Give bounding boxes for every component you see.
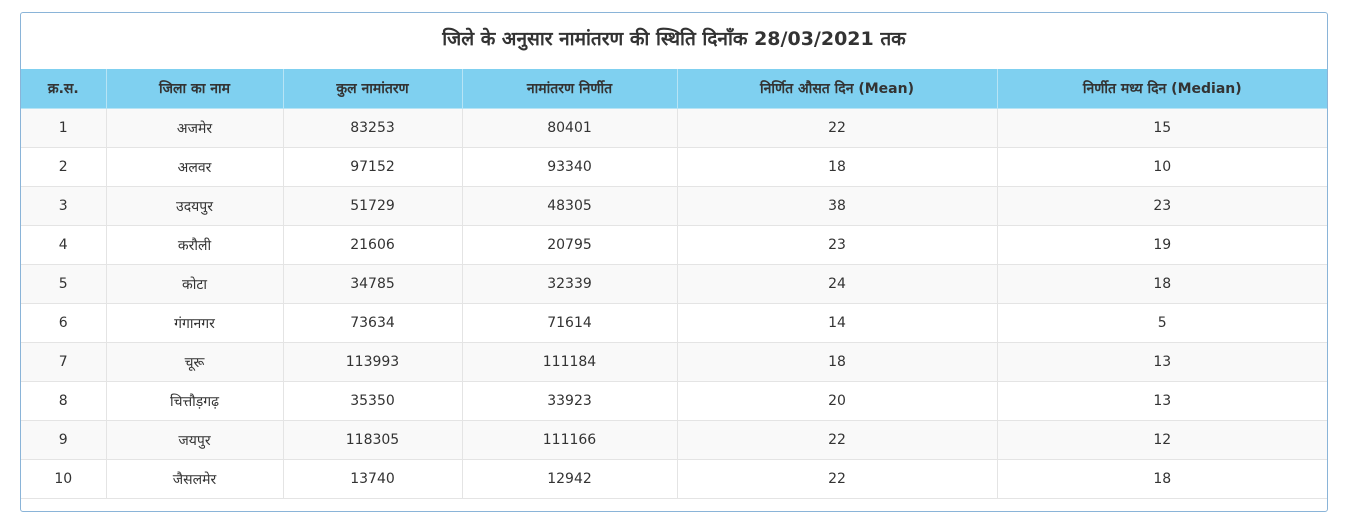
cell-mean-days: 22 bbox=[677, 108, 998, 148]
table-row: 8 चित्तौड़गढ़ 35350 33923 20 13 bbox=[21, 381, 1327, 421]
cell-mean-days: 38 bbox=[677, 186, 998, 226]
cell-total: 97152 bbox=[283, 147, 463, 187]
cell-median-days: 23 bbox=[997, 186, 1327, 226]
cell-serial: 7 bbox=[21, 342, 107, 382]
table-row: 1 अजमेर 83253 80401 22 15 bbox=[21, 108, 1327, 148]
table-row: 7 चूरू 113993 111184 18 13 bbox=[21, 342, 1327, 382]
table-body: 1 अजमेर 83253 80401 22 15 2 अलवर 97152 93340 18 10 3… bbox=[21, 108, 1327, 499]
cell-total: 34785 bbox=[283, 264, 463, 304]
cell-district: उदयपुर bbox=[106, 186, 284, 226]
table-row: 4 करौली 21606 20795 23 19 bbox=[21, 225, 1327, 265]
cell-district: अजमेर bbox=[106, 108, 284, 148]
cell-median-days: 15 bbox=[997, 108, 1327, 148]
cell-median-days: 18 bbox=[997, 264, 1327, 304]
header-serial: क्र.स. bbox=[21, 69, 107, 109]
cell-serial: 8 bbox=[21, 381, 107, 421]
cell-district: जैसलमेर bbox=[106, 459, 284, 499]
cell-district: गंगानगर bbox=[106, 303, 284, 343]
cell-mean-days: 23 bbox=[677, 225, 998, 265]
cell-serial: 3 bbox=[21, 186, 107, 226]
cell-total: 21606 bbox=[283, 225, 463, 265]
cell-decided: 71614 bbox=[462, 303, 678, 343]
cell-total: 51729 bbox=[283, 186, 463, 226]
cell-decided: 20795 bbox=[462, 225, 678, 265]
table-header-row: क्र.स. जिला का नाम कुल नामांतरण नामांतरण… bbox=[21, 69, 1327, 109]
cell-mean-days: 20 bbox=[677, 381, 998, 421]
cell-total: 113993 bbox=[283, 342, 463, 382]
cell-district: जयपुर bbox=[106, 420, 284, 460]
cell-serial: 1 bbox=[21, 108, 107, 148]
cell-decided: 32339 bbox=[462, 264, 678, 304]
header-total: कुल नामांतरण bbox=[283, 69, 463, 109]
table-row: 5 कोटा 34785 32339 24 18 bbox=[21, 264, 1327, 304]
page-title: जिले के अनुसार नामांतरण की स्थिति दिनाँक… bbox=[442, 28, 906, 50]
header-median-days: निर्णीत मध्य दिन (Median) bbox=[997, 69, 1327, 109]
cell-district: अलवर bbox=[106, 147, 284, 187]
cell-district: कोटा bbox=[106, 264, 284, 304]
cell-decided: 111184 bbox=[462, 342, 678, 382]
header-mean-days: निर्णित औसत दिन (Mean) bbox=[677, 69, 998, 109]
cell-median-days: 18 bbox=[997, 459, 1327, 499]
cell-mean-days: 18 bbox=[677, 147, 998, 187]
cell-decided: 111166 bbox=[462, 420, 678, 460]
cell-total: 83253 bbox=[283, 108, 463, 148]
table-row: 3 उदयपुर 51729 48305 38 23 bbox=[21, 186, 1327, 226]
cell-decided: 93340 bbox=[462, 147, 678, 187]
cell-mean-days: 24 bbox=[677, 264, 998, 304]
cell-serial: 2 bbox=[21, 147, 107, 187]
cell-mean-days: 14 bbox=[677, 303, 998, 343]
cell-total: 118305 bbox=[283, 420, 463, 460]
cell-mean-days: 18 bbox=[677, 342, 998, 382]
cell-median-days: 12 bbox=[997, 420, 1327, 460]
cell-total: 13740 bbox=[283, 459, 463, 499]
cell-median-days: 13 bbox=[997, 342, 1327, 382]
table-row: 2 अलवर 97152 93340 18 10 bbox=[21, 147, 1327, 187]
header-decided: नामांतरण निर्णीत bbox=[462, 69, 678, 109]
table-row: 6 गंगानगर 73634 71614 14 5 bbox=[21, 303, 1327, 343]
cell-median-days: 19 bbox=[997, 225, 1327, 265]
cell-decided: 33923 bbox=[462, 381, 678, 421]
cell-median-days: 13 bbox=[997, 381, 1327, 421]
cell-total: 73634 bbox=[283, 303, 463, 343]
cell-serial: 4 bbox=[21, 225, 107, 265]
table-row: 9 जयपुर 118305 111166 22 12 bbox=[21, 420, 1327, 460]
cell-total: 35350 bbox=[283, 381, 463, 421]
table-row: 10 जैसलमेर 13740 12942 22 18 bbox=[21, 459, 1327, 499]
report-panel: जिले के अनुसार नामांतरण की स्थिति दिनाँक… bbox=[20, 12, 1328, 512]
cell-median-days: 5 bbox=[997, 303, 1327, 343]
cell-serial: 10 bbox=[21, 459, 107, 499]
district-mutation-table: क्र.स. जिला का नाम कुल नामांतरण नामांतरण… bbox=[21, 69, 1327, 499]
cell-district: चित्तौड़गढ़ bbox=[106, 381, 284, 421]
cell-district: चूरू bbox=[106, 342, 284, 382]
cell-district: करौली bbox=[106, 225, 284, 265]
cell-decided: 12942 bbox=[462, 459, 678, 499]
cell-median-days: 10 bbox=[997, 147, 1327, 187]
cell-mean-days: 22 bbox=[677, 420, 998, 460]
cell-serial: 5 bbox=[21, 264, 107, 304]
cell-decided: 80401 bbox=[462, 108, 678, 148]
cell-mean-days: 22 bbox=[677, 459, 998, 499]
cell-decided: 48305 bbox=[462, 186, 678, 226]
cell-serial: 9 bbox=[21, 420, 107, 460]
header-district: जिला का नाम bbox=[106, 69, 284, 109]
cell-serial: 6 bbox=[21, 303, 107, 343]
